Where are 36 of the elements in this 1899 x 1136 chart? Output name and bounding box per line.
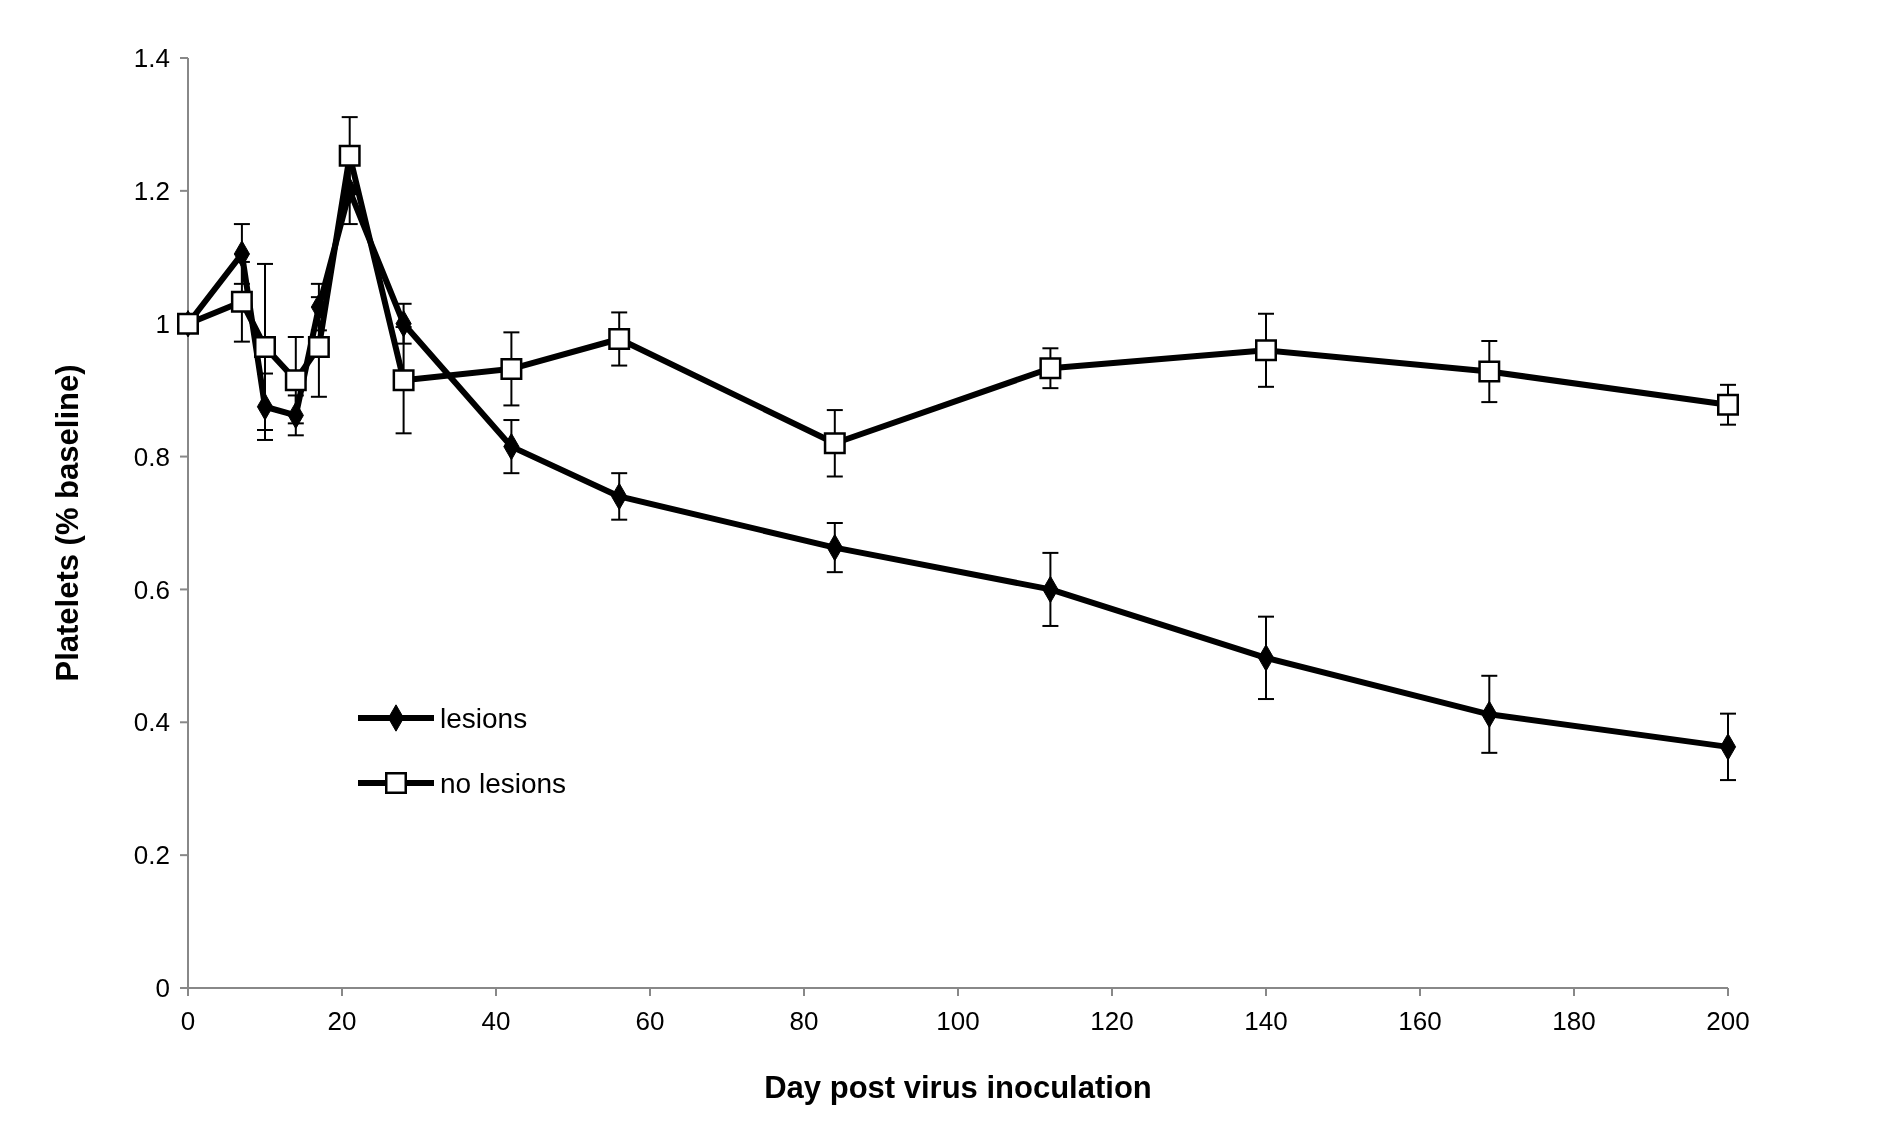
x-tick-label: 0 — [180, 1006, 196, 1036]
point — [1039, 357, 1062, 380]
point — [500, 357, 523, 380]
point — [284, 369, 307, 392]
y-axis-title: Platelets (% baseline) — [50, 364, 85, 682]
y-tick-label: 1.2 — [133, 175, 170, 206]
x-tick-label: 160 — [1398, 1006, 1442, 1036]
legend-label: no lesions — [440, 767, 567, 799]
x-tick-label: 180 — [1552, 1006, 1596, 1036]
x-tick-label: 200 — [1706, 1006, 1750, 1036]
x-tick-label: 100 — [936, 1006, 980, 1036]
point — [1478, 360, 1501, 383]
point — [254, 335, 276, 358]
y-tick-label: 1 — [155, 308, 170, 339]
y-tick-label: 0.4 — [133, 707, 170, 738]
point — [392, 369, 415, 392]
y-tick-label: 1.4 — [133, 43, 170, 74]
point — [1255, 339, 1277, 362]
x-tick-label: 120 — [1090, 1006, 1134, 1036]
x-tick-label: 40 — [481, 1006, 511, 1036]
x-axis-title: Day post virus inoculation — [764, 1070, 1152, 1105]
point — [823, 432, 846, 455]
x-tick-label: 60 — [635, 1006, 665, 1036]
y-tick-label: 0.2 — [133, 840, 170, 871]
x-tick-label: 80 — [789, 1006, 819, 1036]
y-tick-label: 0 — [155, 973, 170, 1004]
point — [608, 328, 631, 350]
y-tick-label: 0.6 — [133, 574, 170, 605]
x-tick-label: 140 — [1244, 1006, 1288, 1036]
legend-label: lesions — [440, 702, 528, 734]
x-tick-label: 20 — [327, 1006, 357, 1036]
point — [338, 144, 361, 167]
point — [307, 335, 330, 358]
y-tick-label: 0.8 — [133, 441, 170, 472]
point — [1717, 393, 1739, 416]
point — [230, 290, 253, 313]
